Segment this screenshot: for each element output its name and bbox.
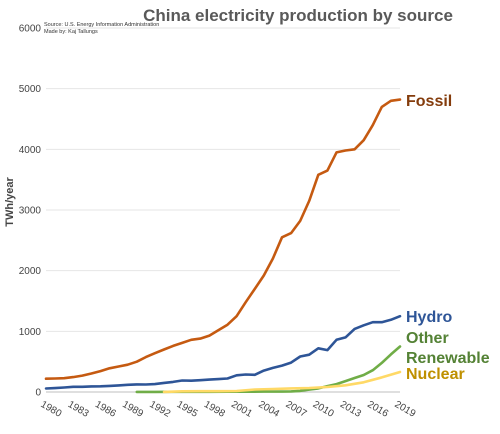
- x-tick-label: 1998: [202, 399, 227, 420]
- x-tick-label: 2007: [284, 399, 309, 420]
- x-tick-label: 1980: [39, 399, 64, 420]
- y-axis-label: TWh/year: [4, 177, 16, 227]
- x-tick-label: 2016: [365, 399, 390, 420]
- series-label-nuclear: Nuclear: [406, 366, 465, 383]
- source-line-2: Made by: Kaj Tallungs: [44, 29, 98, 35]
- y-tick-label: 0: [35, 388, 41, 399]
- y-tick-label: 6000: [19, 24, 42, 35]
- series-line-hydro: [44, 314, 402, 390]
- x-tick-label: 2004: [256, 399, 281, 420]
- y-tick-label: 2000: [19, 266, 42, 277]
- chart-title: China electricity production by source: [143, 6, 453, 25]
- x-tick-label: 1992: [147, 399, 172, 420]
- x-tick-label: 1986: [93, 399, 118, 420]
- series-label-other-renewable: Other: [406, 330, 449, 347]
- series-layer: [44, 98, 402, 394]
- y-tick-label: 3000: [19, 206, 42, 217]
- x-tick-label: 2019: [393, 399, 418, 420]
- grid-layer: [46, 27, 400, 393]
- source-line-1: Source: U.S. Energy Information Administ…: [44, 22, 159, 28]
- x-tick-label: 1995: [175, 399, 200, 420]
- y-tick-label: 4000: [19, 145, 42, 156]
- series-label-fossil: Fossil: [406, 93, 452, 110]
- x-tick-label: 2013: [338, 399, 363, 420]
- series-line-fossil: [44, 98, 402, 381]
- y-tick-label: 1000: [19, 327, 42, 338]
- series-label-hydro: Hydro: [406, 309, 452, 326]
- x-tick-label: 1983: [66, 399, 91, 420]
- x-tick-label: 2010: [311, 399, 336, 420]
- axis-layer: 0 1000 2000 3000 4000 5000 6000 1980 1983 1986 198…: [19, 24, 418, 420]
- x-tick-label: 1989: [120, 399, 145, 420]
- series-label-other-renewable: Renewable: [406, 350, 490, 367]
- series-line-nuclear: [162, 370, 402, 394]
- x-tick-label: 2001: [229, 399, 254, 420]
- y-tick-label: 5000: [19, 84, 42, 95]
